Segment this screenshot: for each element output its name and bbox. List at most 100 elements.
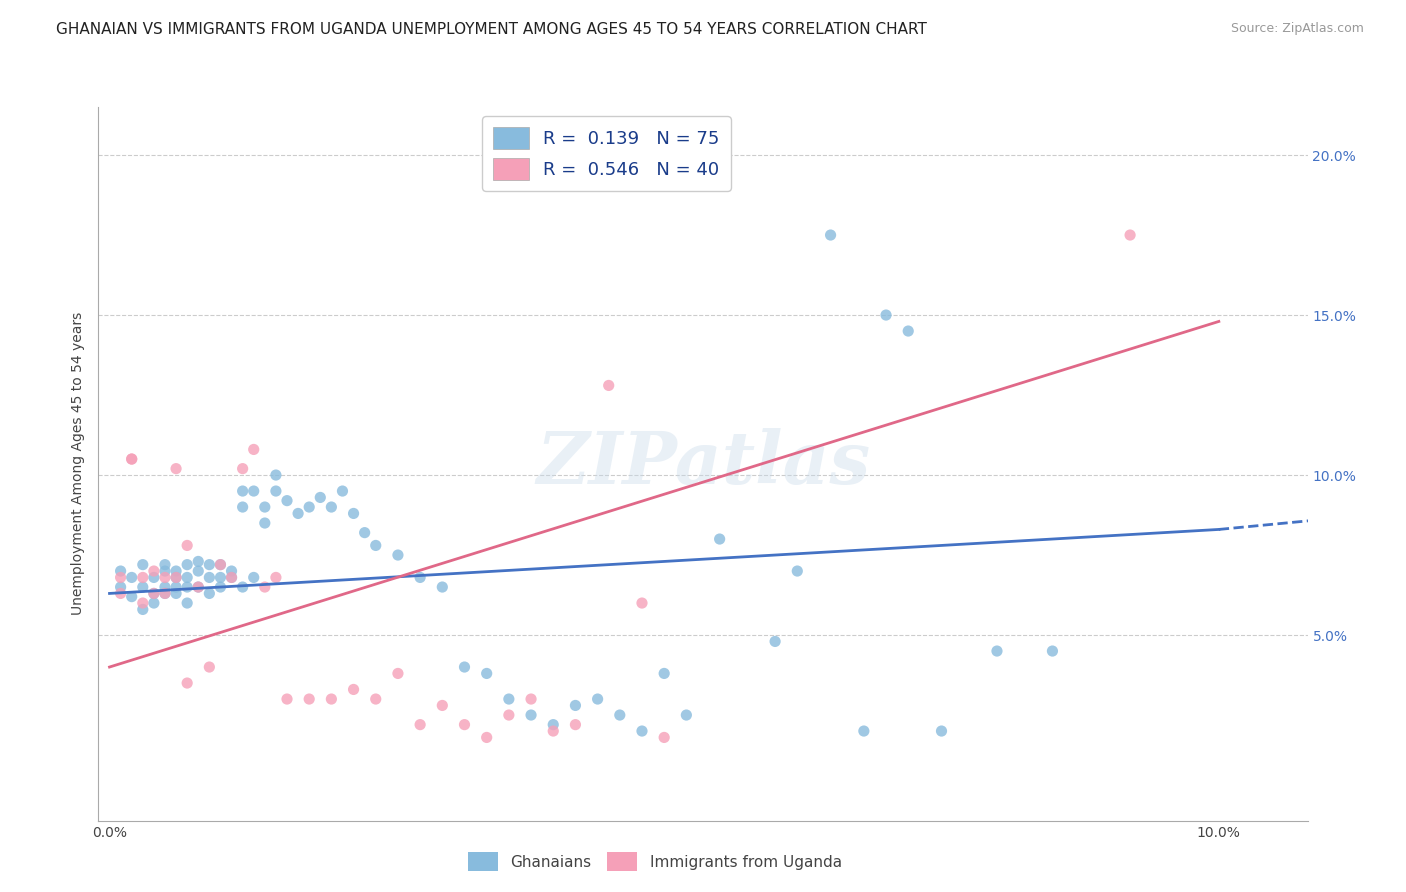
Point — [498, 708, 520, 723]
Text: Source: ZipAtlas.com: Source: ZipAtlas.com — [1230, 22, 1364, 36]
Point — [541, 717, 564, 731]
Point — [453, 660, 475, 674]
Point — [232, 461, 254, 475]
Point — [242, 570, 264, 584]
Point — [142, 564, 165, 578]
Point — [786, 564, 808, 578]
Point — [221, 570, 243, 584]
Point — [475, 666, 498, 681]
Point — [432, 580, 454, 594]
Point — [852, 724, 875, 739]
Point — [332, 483, 354, 498]
Point — [364, 538, 387, 552]
Point — [498, 692, 520, 706]
Point — [142, 596, 165, 610]
Point — [110, 586, 132, 600]
Point — [321, 692, 343, 706]
Legend: Ghanaians, Immigrants from Uganda: Ghanaians, Immigrants from Uganda — [461, 847, 848, 877]
Point — [253, 516, 276, 530]
Point — [264, 468, 287, 483]
Point — [176, 676, 198, 690]
Point — [520, 708, 543, 723]
Point — [142, 586, 165, 600]
Point — [253, 500, 276, 514]
Point — [132, 570, 155, 584]
Point — [564, 717, 586, 731]
Point — [198, 586, 221, 600]
Point — [353, 525, 375, 540]
Point — [110, 570, 132, 584]
Point — [342, 682, 364, 697]
Point — [121, 590, 143, 604]
Point — [142, 586, 165, 600]
Point — [187, 580, 209, 594]
Point — [432, 698, 454, 713]
Point — [287, 507, 309, 521]
Point — [142, 570, 165, 584]
Point — [198, 660, 221, 674]
Point — [153, 580, 176, 594]
Point — [198, 558, 221, 572]
Point — [121, 452, 143, 467]
Point — [709, 532, 731, 546]
Point — [209, 558, 232, 572]
Point — [763, 634, 786, 648]
Point — [110, 564, 132, 578]
Point — [176, 596, 198, 610]
Point — [187, 564, 209, 578]
Point — [165, 461, 187, 475]
Point — [520, 692, 543, 706]
Point — [820, 227, 842, 242]
Point — [232, 580, 254, 594]
Point — [253, 580, 276, 594]
Point — [609, 708, 631, 723]
Point — [176, 538, 198, 552]
Point — [176, 558, 198, 572]
Point — [409, 570, 432, 584]
Point — [342, 507, 364, 521]
Point — [221, 564, 243, 578]
Point — [541, 724, 564, 739]
Point — [153, 558, 176, 572]
Point — [364, 692, 387, 706]
Point — [875, 308, 897, 322]
Point — [132, 558, 155, 572]
Point — [631, 596, 654, 610]
Point — [264, 483, 287, 498]
Point — [264, 570, 287, 584]
Point — [176, 580, 198, 594]
Point — [198, 570, 221, 584]
Point — [110, 580, 132, 594]
Point — [187, 580, 209, 594]
Point — [652, 666, 675, 681]
Point — [631, 724, 654, 739]
Point — [187, 554, 209, 568]
Y-axis label: Unemployment Among Ages 45 to 54 years: Unemployment Among Ages 45 to 54 years — [70, 312, 84, 615]
Text: ZIPatlas: ZIPatlas — [536, 428, 870, 500]
Point — [298, 692, 321, 706]
Point — [309, 491, 332, 505]
Point — [132, 580, 155, 594]
Point — [153, 586, 176, 600]
Point — [276, 493, 298, 508]
Point — [675, 708, 697, 723]
Point — [598, 378, 620, 392]
Point — [176, 570, 198, 584]
Point — [475, 731, 498, 745]
Point — [242, 442, 264, 457]
Point — [209, 570, 232, 584]
Point — [986, 644, 1008, 658]
Point — [232, 483, 254, 498]
Point — [232, 500, 254, 514]
Point — [586, 692, 609, 706]
Point — [276, 692, 298, 706]
Point — [121, 570, 143, 584]
Point — [409, 717, 432, 731]
Point — [165, 580, 187, 594]
Point — [165, 570, 187, 584]
Point — [165, 586, 187, 600]
Text: GHANAIAN VS IMMIGRANTS FROM UGANDA UNEMPLOYMENT AMONG AGES 45 TO 54 YEARS CORREL: GHANAIAN VS IMMIGRANTS FROM UGANDA UNEMP… — [56, 22, 927, 37]
Point — [321, 500, 343, 514]
Point — [931, 724, 953, 739]
Point — [453, 717, 475, 731]
